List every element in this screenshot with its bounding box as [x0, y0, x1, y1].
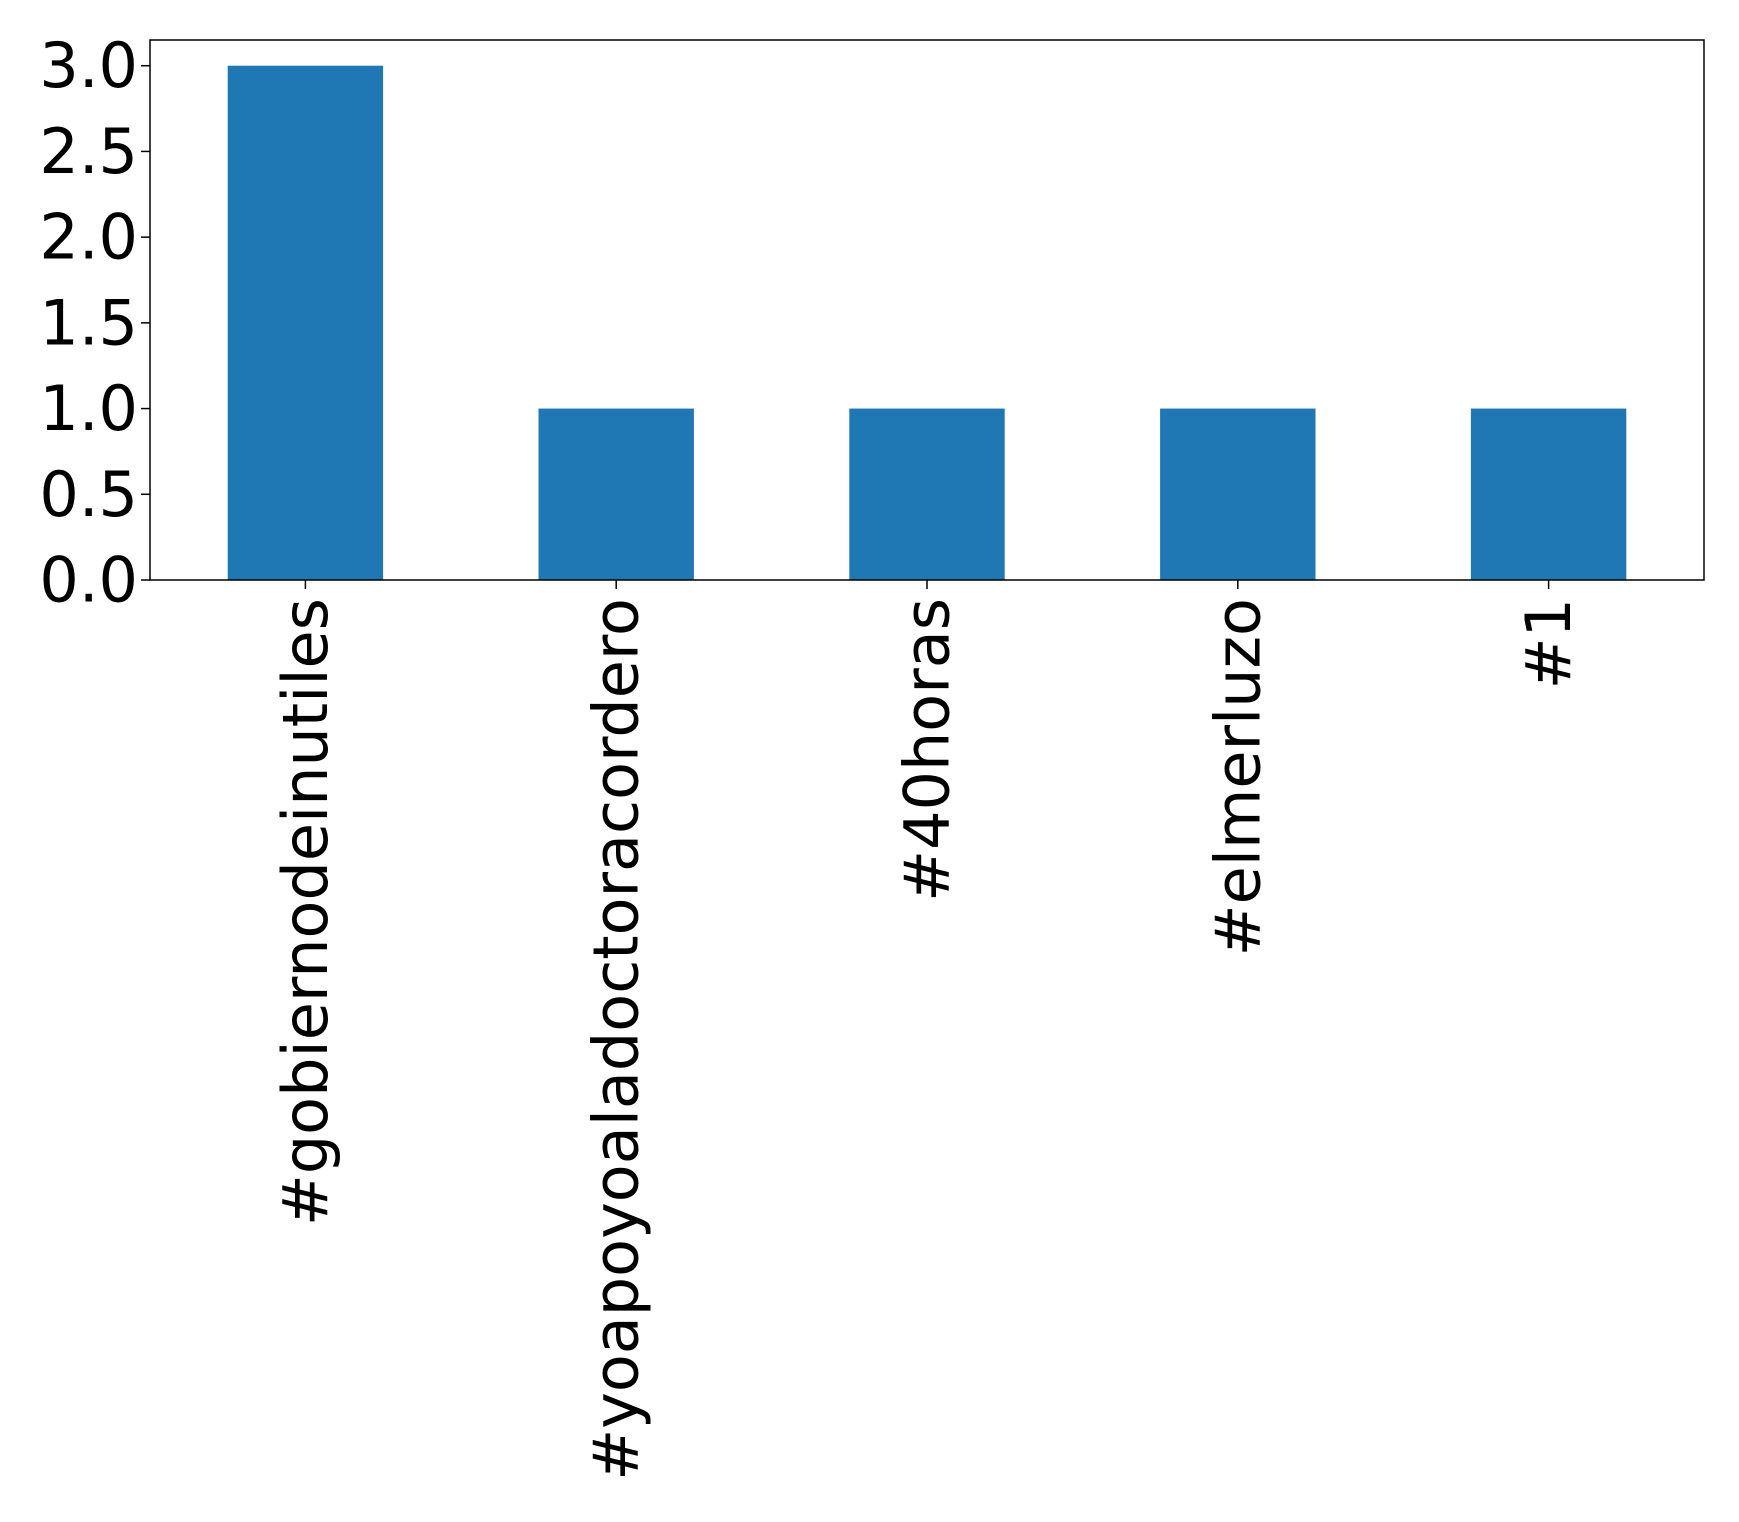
- y-axis: 0.0 0.5 1.0 1.5 2.0 2.5 3.0: [39, 29, 150, 617]
- y-tick-label: 3.0: [39, 29, 138, 102]
- bar: [538, 408, 694, 580]
- x-tick-label: #40horas: [891, 598, 964, 902]
- y-tick-label: 2.0: [39, 201, 138, 274]
- y-tick-label: 1.5: [39, 286, 138, 359]
- bar: [849, 408, 1005, 580]
- x-tick-label: #gobiernodeinutiles: [269, 598, 342, 1226]
- x-axis: #gobiernodeinutiles #yoapoyoaladoctoracor…: [269, 580, 1585, 1481]
- bar: [1160, 408, 1316, 580]
- x-tick-label: #yoapoyoaladoctoracordero: [580, 598, 653, 1481]
- bar: [227, 65, 384, 580]
- x-tick-label: #1: [1512, 598, 1585, 689]
- x-tick-label: #elmerluzo: [1201, 598, 1274, 956]
- y-tick-label: 0.0: [39, 544, 138, 617]
- y-tick-label: 0.5: [39, 458, 138, 531]
- y-tick-label: 2.5: [39, 115, 138, 188]
- bar: [1470, 408, 1627, 580]
- bars-layer: [227, 65, 1627, 580]
- y-tick-label: 1.0: [39, 372, 138, 445]
